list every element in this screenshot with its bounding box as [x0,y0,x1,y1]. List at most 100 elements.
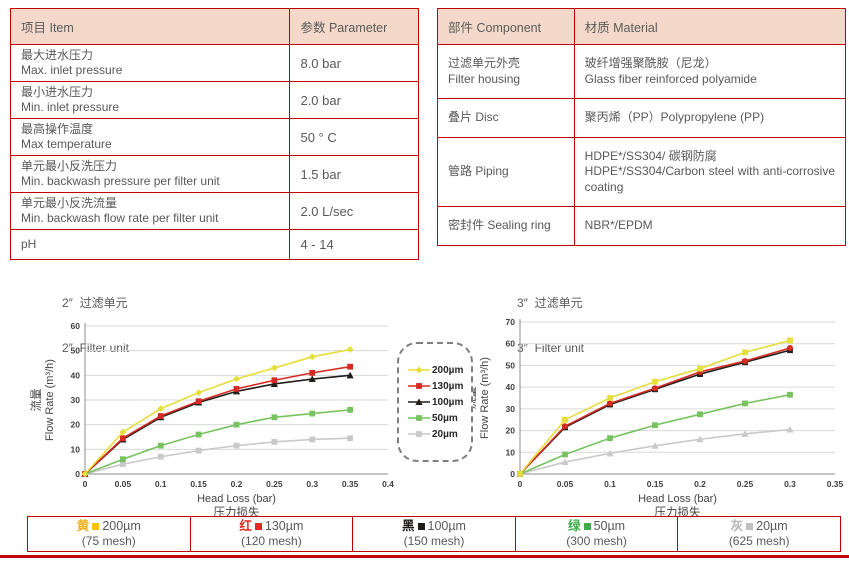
y-tick-label: 60 [506,339,516,349]
square-marker-icon [271,439,278,445]
square-marker-icon [309,369,316,376]
bottom-legend-cell: 灰 20µm (625 mesh) [677,517,840,551]
series-line-130µm [84,365,351,475]
mesh-size: (625 mesh) [728,534,790,548]
component-label: Filter housing [448,71,521,86]
table-row: 管路 Piping HDPE*/SS304/ 碳钢防腐 HDPE*/SS304/Ca… [437,136,847,207]
y-tick-label: 20 [71,420,81,430]
x-tick-label: 0.05 [115,479,132,489]
bottom-legend-cell: 红 130µm (120 mesh) [189,517,353,551]
y-tick-label: 60 [71,321,81,331]
line-chart: 0 10 20 30 40 50 60 0 0.05 0.1 0.15 0.2 0.25 0.3 0.35 0… [29,321,394,519]
line-chart: 0 10 20 30 40 50 60 70 0 0.05 0.1 0.15 0.2 0.25 0.3 0.3… [464,317,844,519]
y-tick-label: 0 [75,469,80,479]
mesh-size: (75 mesh) [81,534,136,548]
legend-item: 50µm [408,413,471,424]
mesh-size: (150 mesh) [403,534,465,548]
component-label: 过滤单元外壳 [448,56,521,70]
item-cell: 最大进水压力 Max. inlet pressure [9,44,291,82]
color-name-cn: 绿 [568,519,581,533]
x-axis-label: Head Loss (bar) [638,493,717,505]
item-label-cn: 单元最小反洗压力 [21,159,118,173]
y-tick-label: 30 [506,404,516,414]
legend-size-label: 黑 100µm [402,519,466,534]
y-axis-label-cn: 流量 [29,389,43,412]
color-name-cn: 灰 [730,519,744,533]
table-row: 叠片 Disc 聚丙烯（PP）Polypropylene (PP) [437,98,847,138]
color-swatch-icon [583,523,591,530]
material-cell: HDPE*/SS304/ 碳钢防腐 HDPE*/SS304/Carbon stee… [573,136,847,207]
table-row: 密封件 Sealing ring NBR*/EPDM [437,206,847,246]
legend-item: 130µm [408,381,471,392]
triangle-marker-icon [270,380,278,387]
material-cell: 聚丙烯（PP）Polypropylene (PP) [573,98,847,138]
item-cell: 单元最小反洗压力 Min. backwash pressure per filte… [9,155,291,193]
square-marker-icon [119,435,126,442]
x-tick-label: 0.25 [266,479,283,489]
item-label-cn: 最小进水压力 [21,85,94,99]
series-line-100µm [519,349,791,475]
y-tick-label: 0 [510,469,515,479]
material-table-header-material: 材质 Material [573,8,847,45]
square-marker-icon [119,461,126,468]
circle-marker-icon [607,400,613,407]
bottom-red-rule [0,555,849,558]
item-label-en: Min. backwash pressure per filter unit [21,174,220,188]
square-marker-icon [157,442,164,449]
micron-size: 130µm [264,519,304,533]
x-tick-label: 0.2 [694,479,706,489]
x-tick-label: 0.1 [604,479,616,489]
component-label: 叠片 Disc [448,110,499,124]
x-axis-label-cn: 压力损失 [214,505,260,517]
item-cell: pH [9,229,291,260]
x-tick-label: 0.4 [382,479,394,489]
item-cell: 最小进水压力 Min. inlet pressure [9,81,291,119]
spec-table-header-parameter: 参数 Parameter [289,8,419,45]
chart-title-2inch: 2″ 过滤单元 2″ Filter unit [62,266,129,386]
legend-label: 20µm [432,428,458,440]
y-tick-label: 40 [506,382,516,392]
series-line-100µm [84,374,351,475]
legend-label: 200µm [432,364,464,376]
series-line-20µm [84,437,351,475]
y-tick-label: 70 [506,317,516,327]
square-marker-icon [119,456,126,463]
triangle-marker-icon [308,375,316,383]
bottom-legend-cell: 绿 50µm (300 mesh) [514,517,678,551]
component-cell: 叠片 Disc [437,98,575,138]
square-marker-icon [416,383,422,389]
y-tick-label: 10 [506,447,516,457]
chart-title-cn: 2″ 过滤单元 [62,296,128,310]
series-line-20µm [519,428,791,475]
series-line-130µm [519,347,791,475]
mesh-size: (300 mesh) [566,534,627,548]
component-cell: 密封件 Sealing ring [437,206,575,246]
micron-size: 200µm [102,519,141,533]
y-tick-label: 20 [506,426,516,436]
parameter-value: 1.5 bar [289,155,419,193]
parameter-value: 50 ° C [289,118,419,156]
legend-label: 50µm [432,412,458,424]
x-tick-label: 0.35 [827,479,844,489]
square-marker-icon [562,416,568,423]
y-tick-label: 30 [71,395,81,405]
material-label: NBR*/EPDM [584,218,653,232]
square-marker-icon [416,431,422,437]
x-tick-label: 0 [83,479,88,489]
square-marker-icon [347,406,354,413]
series-line-200µm [84,348,351,475]
flow-chart-2inch: 0 10 20 30 40 50 60 0 0.05 0.1 0.15 0.2 0.25 0.3 0.35 0… [28,312,398,522]
square-marker-icon [562,451,568,458]
triangle-marker-icon [346,371,354,379]
diamond-marker-icon [270,364,278,372]
square-marker-icon [742,400,748,407]
legend-label: 130µm [432,380,464,392]
item-label-cn: 最高操作温度 [21,122,94,136]
circle-marker-icon [562,423,568,430]
square-marker-icon [157,413,164,419]
diamond-marker-icon [157,405,165,413]
x-tick-label: 0.15 [190,479,207,489]
x-tick-label: 0.3 [784,479,796,489]
square-marker-icon [517,471,523,477]
